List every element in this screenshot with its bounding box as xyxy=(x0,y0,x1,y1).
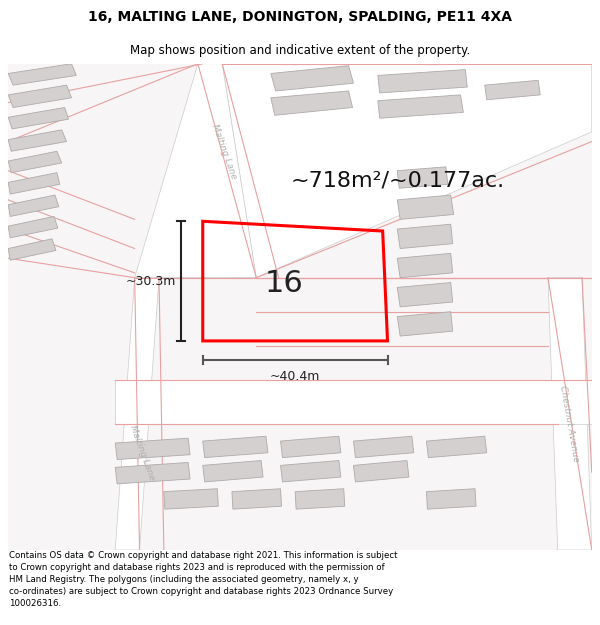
Polygon shape xyxy=(295,489,345,509)
Polygon shape xyxy=(397,224,452,249)
Polygon shape xyxy=(397,167,448,188)
Text: Contains OS data © Crown copyright and database right 2021. This information is : Contains OS data © Crown copyright and d… xyxy=(9,551,398,608)
Polygon shape xyxy=(353,436,414,457)
Polygon shape xyxy=(8,173,60,194)
Polygon shape xyxy=(8,85,71,107)
Text: ~40.4m: ~40.4m xyxy=(270,370,320,383)
Polygon shape xyxy=(397,312,452,336)
Polygon shape xyxy=(548,278,592,550)
Text: ~30.3m: ~30.3m xyxy=(125,274,176,288)
Polygon shape xyxy=(203,461,263,482)
Polygon shape xyxy=(115,462,190,484)
Polygon shape xyxy=(8,107,68,129)
Text: Malting Lane: Malting Lane xyxy=(210,122,238,180)
Text: Chestnut Avenue: Chestnut Avenue xyxy=(558,384,581,462)
Polygon shape xyxy=(485,80,540,100)
Polygon shape xyxy=(115,438,190,459)
Polygon shape xyxy=(222,64,592,278)
Polygon shape xyxy=(232,489,281,509)
Polygon shape xyxy=(281,436,341,457)
Polygon shape xyxy=(397,282,452,307)
Polygon shape xyxy=(203,436,268,457)
Text: 16: 16 xyxy=(265,269,304,298)
Polygon shape xyxy=(353,461,409,482)
Polygon shape xyxy=(164,489,218,509)
Polygon shape xyxy=(378,95,463,118)
Polygon shape xyxy=(427,436,487,457)
Polygon shape xyxy=(198,64,256,278)
Polygon shape xyxy=(8,195,59,216)
Polygon shape xyxy=(378,69,467,93)
Polygon shape xyxy=(115,380,592,424)
Polygon shape xyxy=(397,195,454,219)
Polygon shape xyxy=(427,489,476,509)
Text: 16, MALTING LANE, DONINGTON, SPALDING, PE11 4XA: 16, MALTING LANE, DONINGTON, SPALDING, P… xyxy=(88,11,512,24)
Polygon shape xyxy=(115,278,159,550)
Polygon shape xyxy=(397,253,452,278)
Polygon shape xyxy=(281,461,341,482)
Polygon shape xyxy=(8,216,58,238)
Polygon shape xyxy=(134,64,256,278)
Polygon shape xyxy=(271,66,353,91)
Text: Malting Lane: Malting Lane xyxy=(128,424,157,481)
Polygon shape xyxy=(8,239,56,260)
Text: ~718m²/~0.177ac.: ~718m²/~0.177ac. xyxy=(290,171,505,191)
Polygon shape xyxy=(8,130,67,151)
Polygon shape xyxy=(271,91,353,115)
Polygon shape xyxy=(8,151,62,173)
Text: Map shows position and indicative extent of the property.: Map shows position and indicative extent… xyxy=(130,44,470,57)
Polygon shape xyxy=(8,64,76,85)
